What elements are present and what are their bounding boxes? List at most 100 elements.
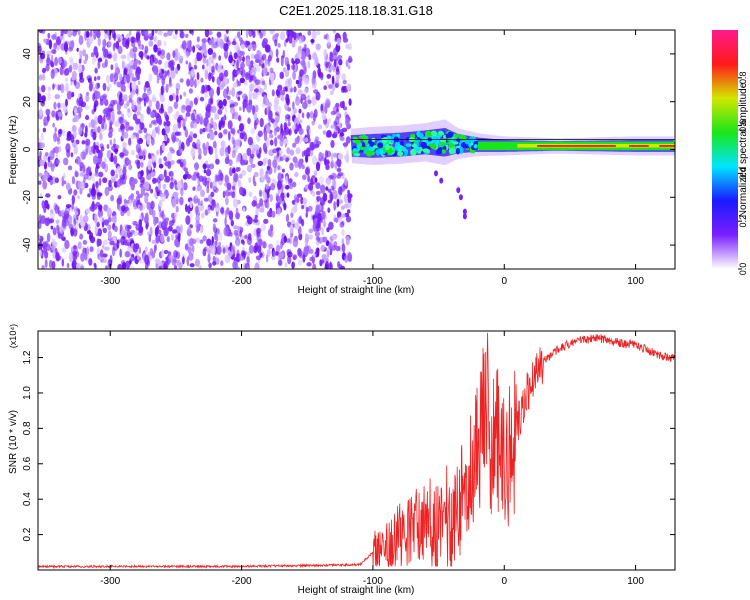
noise-cell — [44, 258, 48, 268]
noise-cell — [119, 98, 124, 107]
noise-cell — [128, 164, 132, 171]
noise-cell — [240, 61, 245, 70]
noise-cell — [92, 155, 99, 165]
noise-cell — [102, 258, 107, 264]
noise-cell — [40, 132, 44, 141]
noise-cell — [80, 252, 85, 262]
noise-cell — [154, 112, 160, 119]
signal-cell — [377, 142, 384, 149]
noise-cell — [314, 177, 318, 183]
noise-cell — [211, 235, 214, 245]
noise-cell — [188, 252, 194, 261]
noise-cell — [298, 108, 302, 114]
noise-cell — [143, 33, 149, 41]
noise-cell — [269, 194, 273, 203]
noise-cell — [130, 193, 134, 199]
noise-cell — [92, 200, 95, 210]
noise-cell — [157, 39, 162, 47]
noise-cell — [202, 163, 207, 170]
signal-cell — [426, 149, 431, 154]
noise-cell — [164, 177, 168, 183]
noise-cell — [335, 245, 341, 252]
noise-cell — [135, 223, 139, 231]
y-tick-label: 1.0 — [22, 386, 33, 400]
signal-cell — [400, 146, 407, 152]
noise-cell — [52, 83, 55, 90]
noise-cell — [97, 75, 101, 81]
noise-cell — [107, 216, 112, 223]
noise-cell — [236, 59, 239, 70]
noise-cell — [335, 125, 340, 131]
noise-cell — [277, 196, 283, 205]
noise-cell — [300, 52, 306, 61]
noise-cell — [298, 158, 303, 167]
noise-cell — [173, 101, 179, 109]
noise-cell — [85, 91, 90, 96]
signal-cell — [460, 134, 465, 140]
noise-cell — [43, 171, 49, 181]
noise-cell — [185, 203, 188, 213]
noise-cell — [266, 200, 270, 209]
noise-cell — [53, 132, 58, 143]
noise-cell — [272, 121, 278, 129]
noise-cell — [108, 103, 114, 113]
noise-cell — [44, 152, 49, 157]
noise-cell — [132, 62, 138, 70]
noise-cell — [43, 154, 48, 162]
noise-cell — [50, 69, 55, 80]
noise-cell — [334, 82, 339, 89]
noise-cell — [321, 254, 327, 261]
noise-cell — [145, 223, 149, 230]
noise-cell — [50, 225, 54, 230]
noise-cell — [291, 181, 297, 188]
noise-cell — [252, 175, 256, 186]
noise-cell — [257, 244, 262, 254]
noise-cell — [296, 51, 302, 59]
signal-cell — [356, 139, 360, 146]
noise-cell — [288, 35, 293, 44]
noise-cell — [234, 111, 239, 120]
y-tick-label: -40 — [22, 237, 33, 252]
noise-cell — [99, 215, 105, 223]
noise-cell — [253, 218, 259, 223]
noise-cell — [280, 89, 286, 96]
noise-cell — [114, 120, 120, 128]
noise-cell — [92, 57, 96, 66]
noise-cell — [228, 159, 233, 167]
noise-cell — [344, 177, 347, 187]
noise-cell — [110, 64, 114, 71]
noise-cell — [207, 253, 211, 264]
noise-cell — [120, 229, 126, 237]
heatmap-signal-band — [350, 119, 675, 220]
noise-cell — [78, 35, 84, 46]
noise-cell — [234, 139, 241, 147]
noise-cell — [64, 239, 70, 250]
noise-cell — [243, 132, 248, 142]
noise-cell — [115, 40, 120, 50]
noise-cell — [328, 242, 333, 250]
noise-cell — [283, 202, 287, 211]
signal-cell — [420, 141, 427, 148]
noise-cell — [240, 44, 246, 49]
snr-line — [38, 332, 675, 570]
noise-cell — [287, 255, 292, 265]
noise-cell — [292, 101, 295, 110]
noise-cell — [184, 116, 188, 122]
noise-cell — [348, 98, 352, 106]
noise-cell — [267, 54, 272, 62]
noise-cell — [174, 30, 178, 35]
noise-cell — [344, 254, 349, 263]
noise-cell — [201, 84, 206, 94]
signal-cell — [455, 147, 461, 155]
noise-cell — [65, 182, 71, 191]
noise-cell — [129, 30, 132, 36]
noise-cell — [102, 239, 109, 246]
noise-cell — [348, 55, 353, 64]
noise-cell — [259, 198, 264, 207]
noise-cell — [338, 58, 343, 66]
noise-cell — [94, 76, 97, 82]
noise-cell — [88, 36, 94, 44]
noise-cell — [286, 97, 290, 106]
noise-cell — [280, 56, 284, 67]
noise-cell — [163, 32, 168, 38]
